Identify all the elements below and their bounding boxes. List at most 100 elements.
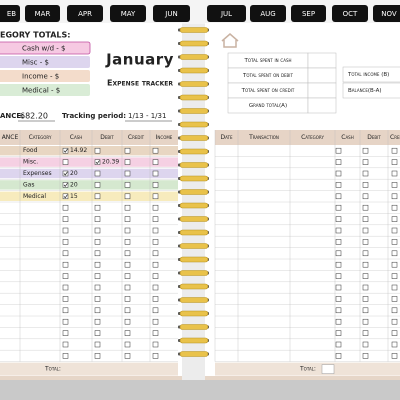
checkbox[interactable] [391, 330, 398, 336]
checkbox[interactable] [362, 193, 369, 200]
checkbox[interactable] [335, 250, 342, 257]
checkbox[interactable] [152, 159, 159, 165]
checkbox[interactable] [152, 147, 159, 154]
checkbox[interactable] [335, 307, 342, 314]
checkbox[interactable] [152, 284, 159, 291]
checkbox[interactable] [335, 239, 342, 245]
checkbox[interactable] [335, 227, 342, 234]
checkbox[interactable] [391, 193, 398, 200]
checkbox[interactable] [362, 330, 369, 336]
checkbox[interactable] [124, 296, 131, 302]
checkbox[interactable] [152, 318, 159, 325]
checkbox[interactable] [362, 261, 369, 268]
checkbox[interactable] [391, 353, 398, 359]
checkbox[interactable] [391, 341, 398, 348]
checkbox[interactable] [391, 318, 398, 325]
checkbox[interactable] [335, 330, 342, 336]
checkbox[interactable] [335, 170, 342, 177]
checkbox[interactable] [391, 182, 398, 188]
checkbox[interactable] [124, 261, 131, 268]
checkbox[interactable] [62, 170, 69, 177]
checkbox[interactable] [152, 273, 159, 279]
checkbox[interactable] [362, 250, 369, 257]
checkbox[interactable] [62, 216, 69, 222]
checkbox[interactable] [94, 159, 101, 165]
checkbox[interactable] [152, 170, 159, 177]
checkbox[interactable] [94, 273, 101, 279]
checkbox[interactable] [391, 250, 398, 257]
checkbox[interactable] [124, 182, 131, 188]
checkbox[interactable] [124, 353, 131, 359]
checkbox[interactable] [94, 216, 101, 222]
checkbox[interactable] [335, 261, 342, 268]
checkbox[interactable] [152, 193, 159, 200]
checkbox[interactable] [94, 330, 101, 336]
checkbox[interactable] [124, 273, 131, 279]
checkbox[interactable] [62, 307, 69, 314]
checkbox[interactable] [335, 341, 342, 348]
month-tab[interactable] [373, 5, 400, 22]
month-tab[interactable] [153, 5, 190, 22]
checkbox[interactable] [391, 147, 398, 154]
checkbox[interactable] [62, 284, 69, 291]
checkbox[interactable] [335, 284, 342, 291]
checkbox[interactable] [335, 216, 342, 222]
checkbox[interactable] [94, 147, 101, 154]
checkbox[interactable] [335, 147, 342, 154]
checkbox[interactable] [152, 250, 159, 257]
checkbox[interactable] [152, 307, 159, 314]
month-tab[interactable] [250, 5, 286, 22]
checkbox[interactable] [152, 182, 159, 188]
checkbox[interactable] [94, 227, 101, 234]
checkbox[interactable] [335, 182, 342, 188]
checkbox[interactable] [124, 159, 131, 165]
checkbox[interactable] [152, 330, 159, 336]
checkbox[interactable] [335, 204, 342, 211]
checkbox[interactable] [124, 330, 131, 336]
month-tab[interactable] [25, 5, 60, 22]
checkbox[interactable] [94, 204, 101, 211]
checkbox[interactable] [62, 239, 69, 245]
checkbox[interactable] [152, 204, 159, 211]
checkbox[interactable] [362, 318, 369, 325]
checkbox[interactable] [391, 204, 398, 211]
checkbox[interactable] [62, 261, 69, 268]
checkbox[interactable] [94, 193, 101, 200]
checkbox[interactable] [391, 296, 398, 302]
checkbox[interactable] [152, 353, 159, 359]
checkbox[interactable] [391, 273, 398, 279]
checkbox[interactable] [335, 193, 342, 200]
checkbox[interactable] [152, 296, 159, 302]
checkbox[interactable] [152, 261, 159, 268]
checkbox[interactable] [362, 204, 369, 211]
checkbox[interactable] [362, 170, 369, 177]
checkbox[interactable] [62, 318, 69, 325]
checkbox[interactable] [362, 182, 369, 188]
month-tab[interactable] [207, 5, 246, 22]
checkbox[interactable] [362, 227, 369, 234]
checkbox[interactable] [362, 307, 369, 314]
checkbox[interactable] [62, 273, 69, 279]
checkbox[interactable] [362, 239, 369, 245]
checkbox[interactable] [94, 170, 101, 177]
checkbox[interactable] [124, 284, 131, 291]
checkbox[interactable] [362, 341, 369, 348]
checkbox[interactable] [391, 307, 398, 314]
checkbox[interactable] [124, 204, 131, 211]
checkbox[interactable] [124, 318, 131, 325]
checkbox[interactable] [62, 330, 69, 336]
checkbox[interactable] [362, 216, 369, 222]
checkbox[interactable] [152, 216, 159, 222]
checkbox[interactable] [94, 296, 101, 302]
checkbox[interactable] [335, 318, 342, 325]
checkbox[interactable] [152, 239, 159, 245]
month-tab[interactable] [110, 5, 146, 22]
checkbox[interactable] [62, 341, 69, 348]
checkbox[interactable] [94, 261, 101, 268]
checkbox[interactable] [94, 239, 101, 245]
checkbox[interactable] [362, 296, 369, 302]
checkbox[interactable] [94, 307, 101, 314]
checkbox[interactable] [62, 147, 69, 154]
checkbox[interactable] [391, 227, 398, 234]
checkbox[interactable] [62, 250, 69, 257]
